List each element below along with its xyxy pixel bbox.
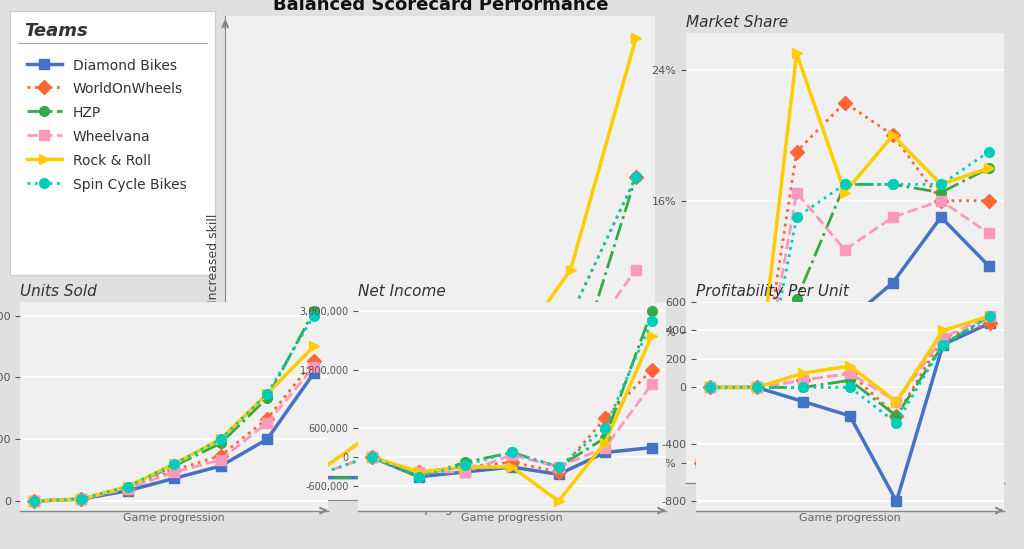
X-axis label: Game progression: Game progression [383,502,498,516]
Title: Balanced Scorecard Performance: Balanced Scorecard Performance [272,0,608,14]
Legend: Diamond Bikes, WorldOnWheels, HZP, Wheelvana, Rock & Roll, Spin Cycle Bikes: Diamond Bikes, WorldOnWheels, HZP, Wheel… [22,52,191,197]
X-axis label: Game progression: Game progression [794,486,896,496]
Text: Units Sold: Units Sold [20,284,97,299]
Text: Net Income: Net Income [358,284,446,299]
Text: Teams: Teams [25,21,88,40]
X-axis label: Game progression: Game progression [799,513,901,523]
Text: Profitability Per Unit: Profitability Per Unit [696,284,849,299]
Text: Market Share: Market Share [686,15,788,30]
X-axis label: Game progression: Game progression [123,513,225,523]
Y-axis label: Increased skill: Increased skill [207,214,220,302]
X-axis label: Game progression: Game progression [461,513,563,523]
